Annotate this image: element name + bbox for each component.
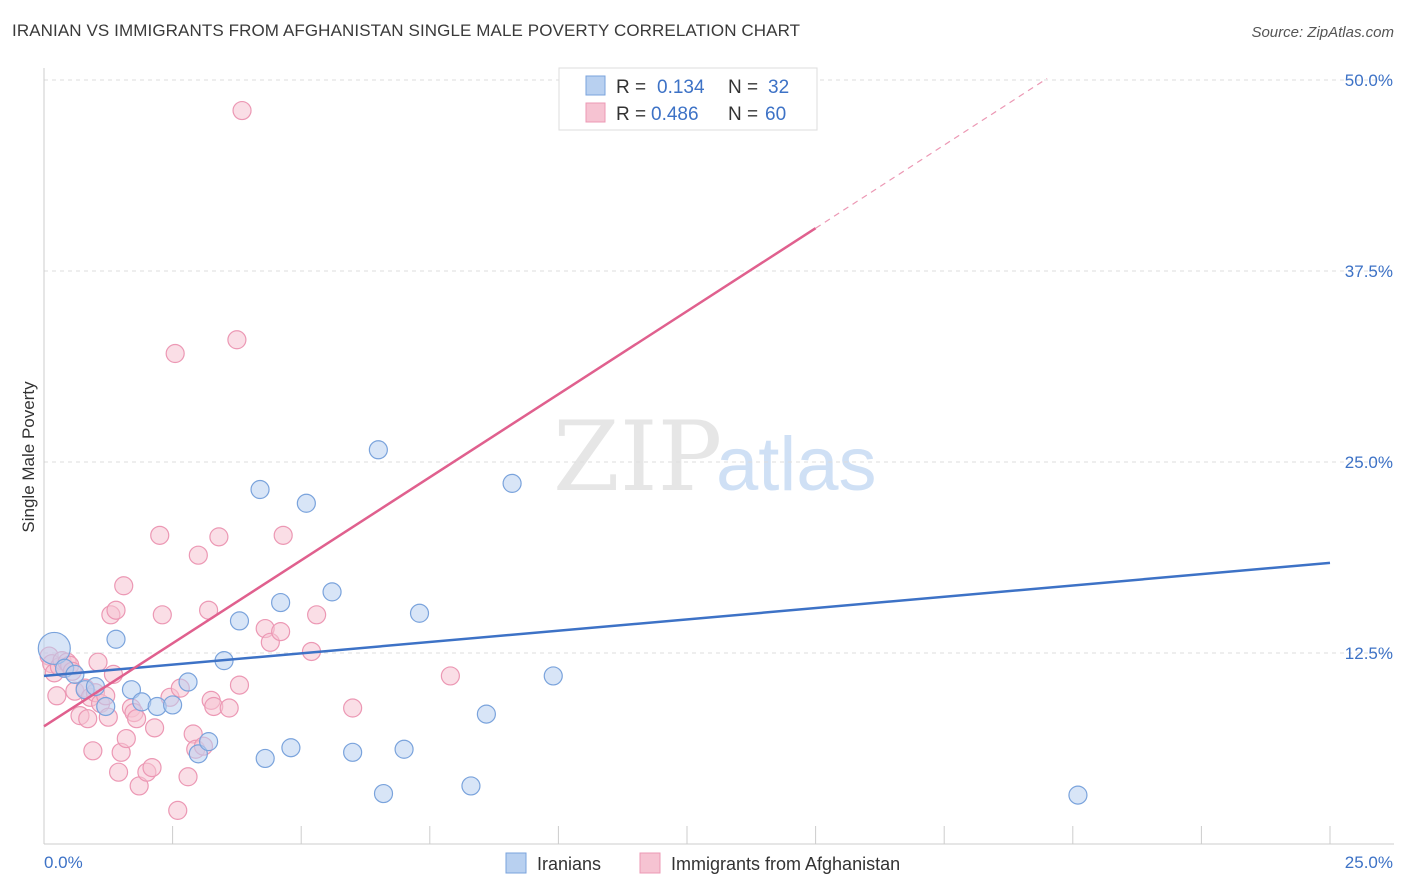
axes <box>43 68 1394 845</box>
y-tick-label: 12.5% <box>1345 644 1393 663</box>
y-tick-labels: 12.5% 25.0% 37.5% 50.0% <box>1345 71 1393 663</box>
data-point <box>126 709 147 729</box>
data-point <box>322 582 342 602</box>
data-point <box>343 698 363 718</box>
data-point <box>273 525 293 545</box>
data-point <box>178 767 198 787</box>
data-point <box>394 739 414 759</box>
y-tick-label: 50.0% <box>1345 71 1393 90</box>
data-point <box>343 742 363 762</box>
x-tick-marks <box>43 826 1331 844</box>
data-point <box>271 622 291 642</box>
legend-row2-r-label: R = <box>616 104 646 125</box>
data-point <box>409 603 430 623</box>
source-label: Source: ZipAtlas.com <box>1251 24 1394 41</box>
data-point <box>163 695 183 715</box>
legend-row1-n-label: N = <box>728 77 758 98</box>
data-point <box>78 709 98 729</box>
data-point <box>250 479 270 500</box>
data-point <box>178 672 198 692</box>
data-point <box>188 744 208 764</box>
data-point <box>476 704 496 724</box>
legend-row1-r-label: R = <box>616 77 646 98</box>
data-point <box>83 741 103 761</box>
data-point <box>108 762 129 782</box>
x-tick-label-max: 25.0% <box>1345 853 1393 872</box>
data-point <box>152 605 172 625</box>
series-iranians-points <box>37 440 1088 805</box>
data-point <box>229 675 250 695</box>
data-point <box>168 800 188 820</box>
data-point <box>219 698 239 718</box>
data-point <box>121 680 142 700</box>
data-point <box>116 728 136 749</box>
legend-iranians-swatch <box>585 75 606 96</box>
legend-afghanistan-swatch <box>585 102 606 123</box>
data-point <box>106 600 126 620</box>
data-point <box>232 100 252 121</box>
y-tick-label: 25.0% <box>1345 453 1393 472</box>
x-tick-label-min: 0.0% <box>44 853 83 872</box>
data-point <box>281 738 301 758</box>
data-point <box>88 652 108 672</box>
data-point <box>1068 785 1088 805</box>
data-point <box>209 527 229 547</box>
trend-lines <box>43 77 1331 728</box>
data-point <box>502 473 522 493</box>
data-point <box>255 748 275 769</box>
legend-row1-r-value: 0.134 <box>657 77 705 98</box>
bottom-legend-iranians-label: Iranians <box>537 854 601 874</box>
data-point <box>307 605 327 625</box>
data-point <box>106 629 126 649</box>
gridlines <box>44 79 1394 654</box>
data-point <box>96 696 116 717</box>
data-point <box>47 686 67 706</box>
bottom-legend-afghanistan-swatch <box>639 852 661 874</box>
trend-line-iranians <box>43 561 1331 678</box>
trend-line-afghanistan <box>43 227 817 728</box>
data-point <box>229 611 250 631</box>
y-axis-label: Single Male Poverty <box>19 381 38 533</box>
data-point <box>37 631 71 666</box>
series-afghanistan-points <box>39 68 589 820</box>
bottom-legend-iranians-swatch <box>505 852 527 874</box>
legend-row2-n-value: 60 <box>765 104 786 125</box>
legend-box: R = 0.134 N = 32 R = 0.486 N = 60 <box>558 67 818 131</box>
bottom-legend-afghanistan-label: Immigrants from Afghanistan <box>671 854 900 874</box>
legend-row2-n-label: N = <box>728 104 758 125</box>
data-point <box>199 732 219 752</box>
data-point <box>296 493 316 513</box>
data-point <box>227 330 247 350</box>
data-point <box>150 525 170 545</box>
trend-line-afghanistan-extension <box>815 77 1048 229</box>
data-point <box>142 757 162 778</box>
data-point <box>543 666 563 686</box>
data-point <box>144 718 165 738</box>
chart-title: IRANIAN VS IMMIGRANTS FROM AFGHANISTAN S… <box>12 21 801 40</box>
data-point <box>368 440 388 460</box>
legend-row2-r-value: 0.486 <box>651 104 699 125</box>
data-point <box>440 666 460 686</box>
data-point <box>165 343 185 364</box>
y-tick-label: 37.5% <box>1345 262 1393 281</box>
data-point <box>271 592 291 613</box>
legend-row1-n-value: 32 <box>768 77 789 98</box>
bottom-legend: Iranians Immigrants from Afghanistan <box>505 852 900 874</box>
data-point <box>114 576 134 596</box>
data-point <box>461 776 481 796</box>
data-point <box>373 783 394 804</box>
watermark-atlas: atlas <box>716 422 877 507</box>
watermark-zip: ZIP <box>553 401 722 513</box>
data-point <box>188 545 208 565</box>
